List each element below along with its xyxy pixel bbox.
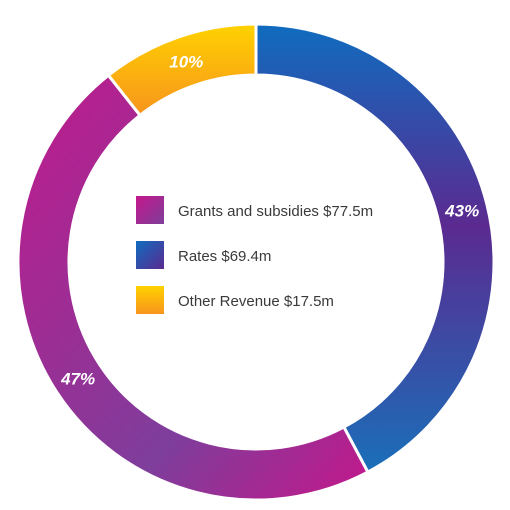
- legend-label-grants: Grants and subsidies $77.5m: [178, 203, 373, 220]
- slice-grants: [16, 73, 370, 502]
- legend-swatch-grants: [136, 196, 164, 224]
- data-label-grants: 47%: [60, 369, 95, 388]
- data-label-other: 10%: [169, 52, 203, 71]
- slice-group: [16, 22, 496, 502]
- slice-other: [106, 22, 258, 118]
- legend-label-other: Other Revenue $17.5m: [178, 293, 334, 310]
- slice-label-group: 43% 47% 10%: [60, 52, 479, 388]
- data-label-rates: 43%: [444, 202, 479, 221]
- legend-swatch-other: [136, 286, 164, 314]
- legend-label-rates: Rates $69.4m: [178, 248, 271, 265]
- legend: Grants and subsidies $77.5m Rates $69.4m…: [136, 196, 373, 314]
- legend-swatch-rates: [136, 241, 164, 269]
- slice-rates: [254, 22, 496, 475]
